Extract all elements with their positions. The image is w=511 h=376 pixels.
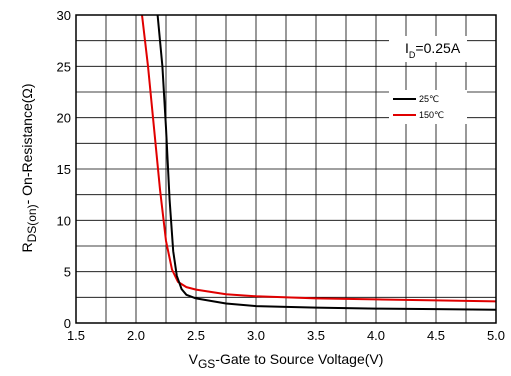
y-axis-label-main: R — [19, 242, 35, 252]
curves — [141, 14, 497, 311]
x-axis-label-rest: -Gate to Source Voltage(V) — [215, 351, 383, 367]
x-tick-labels: 1.5 2.0 2.5 3.0 3.5 4.0 4.5 5.0 — [67, 328, 505, 343]
x-tick-label-5: 4.0 — [367, 328, 385, 343]
x-axis-label-sub: GS — [198, 357, 215, 371]
legend: 25℃ 150℃ — [389, 90, 467, 124]
y-tick-label-2: 10 — [57, 213, 71, 228]
series-line-0 — [156, 14, 497, 311]
plot-frame — [75, 14, 497, 324]
y-tick-label-0: 0 — [64, 316, 71, 331]
annotation-box: ID=0.25A — [389, 36, 467, 62]
x-tick-label-4: 3.5 — [307, 328, 325, 343]
x-tick-label-2: 2.5 — [187, 328, 205, 343]
current-annotation: ID=0.25A — [405, 40, 461, 60]
annotation-background — [389, 36, 467, 62]
x-tick-label-6: 4.5 — [427, 328, 445, 343]
series-line-1 — [141, 14, 497, 303]
x-tick-label-7: 5.0 — [487, 328, 505, 343]
x-axis-label: VGS-Gate to Source Voltage(V) — [189, 351, 384, 371]
y-tick-label-3: 15 — [57, 162, 71, 177]
y-tick-label-5: 25 — [57, 59, 71, 74]
y-axis-label-rest: - On-Resistance(Ω) — [19, 83, 35, 204]
y-tick-labels: 0 5 10 15 20 25 30 — [57, 8, 71, 331]
annotation-sub: D — [409, 50, 416, 60]
x-axis-label-main: V — [189, 351, 199, 367]
x-tick-label-0: 1.5 — [67, 328, 85, 343]
annotation-main: I — [405, 40, 409, 56]
y-tick-label-4: 20 — [57, 111, 71, 126]
y-tick-label-6: 30 — [57, 8, 71, 23]
y-tick-label-1: 5 — [64, 265, 71, 280]
x-tick-label-1: 2.0 — [127, 328, 145, 343]
annotation-rest: =0.25A — [415, 40, 460, 56]
legend-box — [389, 90, 467, 124]
legend-label-25c: 25℃ — [419, 94, 439, 104]
y-axis-label: RDS(on)- On-Resistance(Ω) — [19, 83, 39, 252]
y-axis-label-sub: DS(on) — [25, 204, 39, 242]
x-tick-label-3: 3.0 — [247, 328, 265, 343]
legend-label-150c: 150℃ — [419, 110, 444, 120]
